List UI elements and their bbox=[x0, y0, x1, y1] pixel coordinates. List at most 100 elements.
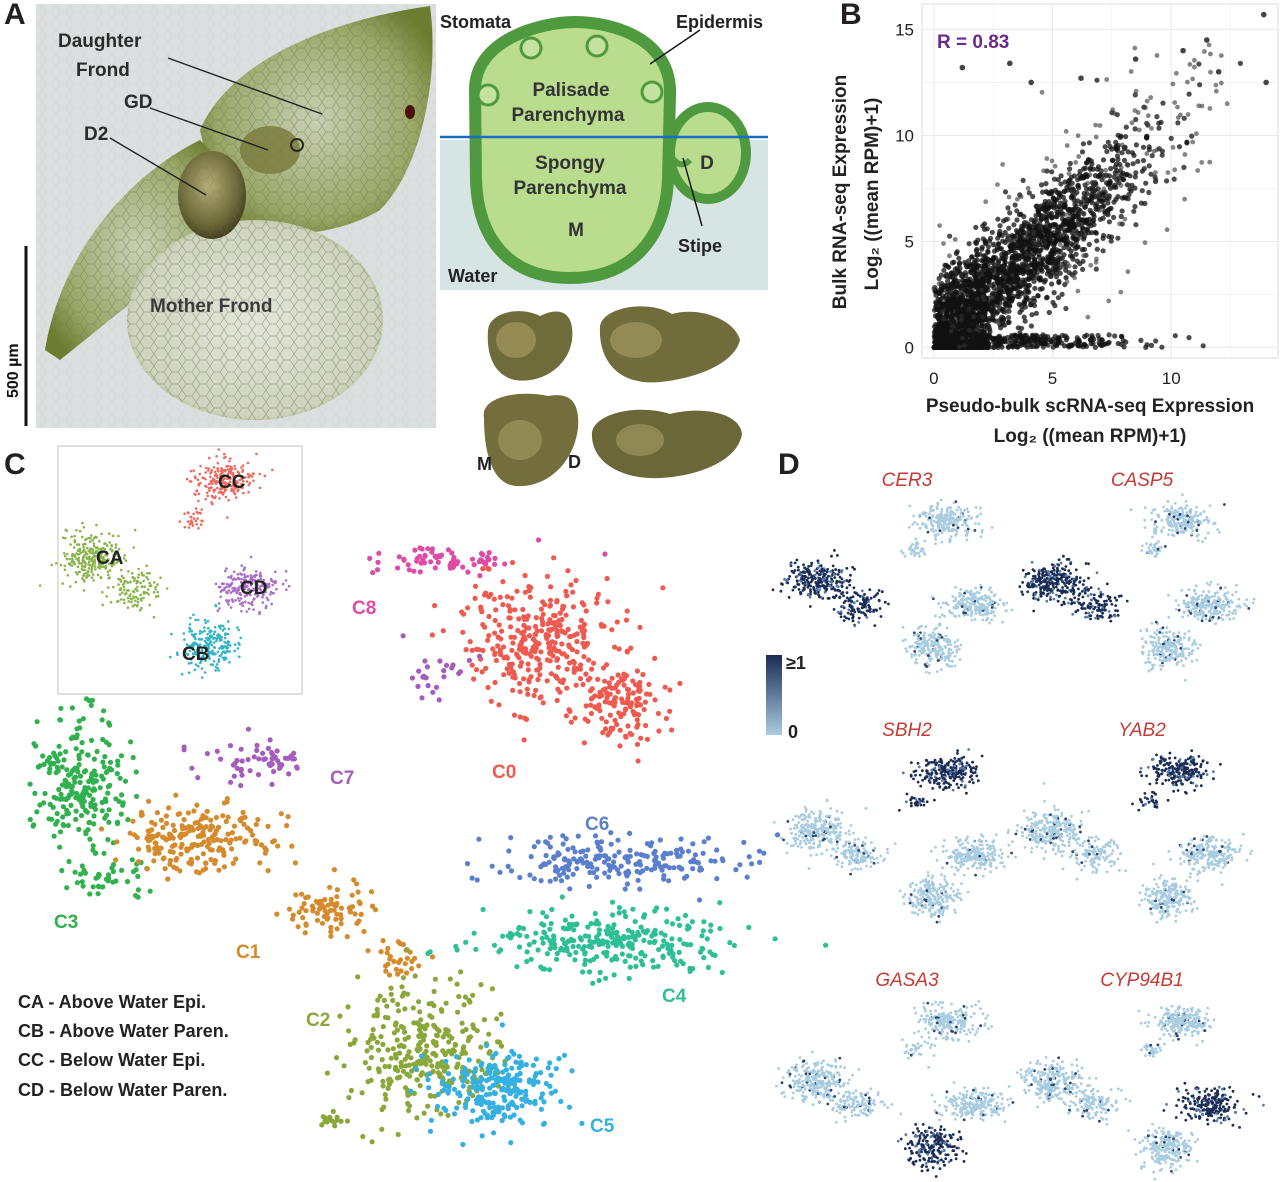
umap-cell-c0 bbox=[504, 594, 510, 600]
umap-cell bbox=[258, 610, 262, 614]
b-point bbox=[1053, 274, 1059, 280]
umap-cell-c0 bbox=[556, 648, 562, 654]
b-point bbox=[980, 236, 986, 242]
umap-cell-c0 bbox=[520, 606, 526, 613]
b-point bbox=[1006, 238, 1012, 244]
b-point bbox=[1112, 182, 1118, 188]
umap-cell-c3 bbox=[65, 822, 71, 829]
b-point bbox=[1086, 157, 1092, 163]
b-point bbox=[1048, 200, 1054, 206]
b-point bbox=[1143, 105, 1148, 111]
umap-cell-c0 bbox=[459, 609, 465, 615]
b-point bbox=[1142, 240, 1148, 246]
b-point bbox=[974, 327, 980, 333]
umap-cell-c1 bbox=[167, 857, 173, 864]
b-point bbox=[1019, 336, 1025, 342]
b-point bbox=[991, 335, 997, 341]
b-point bbox=[1132, 108, 1138, 113]
umap-cell-c3 bbox=[66, 858, 72, 865]
umap-cell-c0 bbox=[525, 691, 531, 697]
umap-cell bbox=[218, 497, 221, 500]
umap-cell bbox=[258, 486, 262, 490]
b-point bbox=[1128, 69, 1134, 74]
b-point bbox=[1061, 343, 1068, 349]
b-point bbox=[1160, 100, 1166, 106]
b-point bbox=[1042, 341, 1049, 347]
umap-cell bbox=[209, 629, 212, 632]
umap-cell bbox=[210, 643, 214, 647]
b-point bbox=[1057, 251, 1062, 257]
umap-cell bbox=[224, 495, 228, 499]
umap-cell bbox=[148, 571, 151, 575]
b-xtick-label: 5 bbox=[1048, 369, 1057, 388]
umap-cell-c7 bbox=[274, 748, 280, 754]
umap-cell-c8 bbox=[486, 557, 492, 563]
umap-cell bbox=[214, 652, 217, 656]
umap-cell bbox=[82, 545, 85, 549]
b-point bbox=[963, 262, 969, 268]
umap-cell bbox=[221, 629, 225, 632]
umap-cell-c3 bbox=[79, 749, 85, 755]
umap-cell-c8 bbox=[492, 555, 498, 562]
b-point bbox=[1182, 152, 1188, 157]
b-point bbox=[1097, 208, 1103, 213]
b-point bbox=[950, 323, 955, 329]
umap-cell-c0 bbox=[667, 687, 673, 693]
umap-cell-c0 bbox=[555, 664, 561, 670]
umap-cell-c3 bbox=[115, 762, 121, 768]
umap-cell-c3 bbox=[72, 735, 78, 741]
umap-cell-c0 bbox=[526, 633, 533, 639]
b-point bbox=[1148, 342, 1155, 348]
umap-cell-c0 bbox=[604, 575, 610, 582]
umap-cell bbox=[85, 546, 89, 550]
b-point bbox=[1084, 226, 1091, 232]
umap-cell bbox=[105, 595, 109, 598]
b-point bbox=[941, 316, 946, 322]
b-point bbox=[1112, 333, 1118, 339]
b-point bbox=[1125, 149, 1131, 155]
umap-cell bbox=[285, 588, 288, 591]
b-point bbox=[1175, 104, 1180, 110]
umap-cell-c0 bbox=[500, 579, 506, 585]
b-point bbox=[997, 284, 1002, 290]
umap-cell-c3 bbox=[119, 792, 125, 798]
umap-cell bbox=[148, 581, 151, 585]
b-point bbox=[1062, 333, 1068, 339]
b-point bbox=[995, 299, 1001, 305]
umap-cell-c3 bbox=[76, 718, 82, 724]
b-point bbox=[1190, 139, 1196, 145]
umap-cell bbox=[75, 528, 78, 532]
b-point bbox=[1135, 158, 1141, 164]
umap-cell bbox=[193, 668, 197, 672]
umap-cell-c0 bbox=[637, 624, 643, 630]
umap-cell-c0 bbox=[559, 616, 565, 623]
umap-cell-c0 bbox=[589, 695, 595, 701]
umap-cell-c3 bbox=[133, 769, 139, 775]
umap-cell bbox=[83, 580, 86, 583]
b-point bbox=[965, 312, 971, 318]
umap-cell bbox=[90, 534, 93, 537]
umap-cell bbox=[73, 562, 77, 566]
umap-cell bbox=[240, 466, 243, 469]
umap-cell bbox=[215, 663, 219, 666]
umap-cell bbox=[87, 560, 91, 564]
umap-cell-c3 bbox=[77, 773, 84, 779]
umap-cell-c3 bbox=[90, 847, 96, 853]
umap-cell-c1 bbox=[136, 859, 142, 865]
umap-cell bbox=[165, 587, 169, 590]
umap-cell-c3 bbox=[100, 759, 106, 765]
umap-cell bbox=[124, 559, 128, 563]
umap-cell bbox=[192, 512, 195, 516]
umap-cell-c3 bbox=[77, 793, 83, 799]
umap-cell bbox=[284, 570, 288, 573]
umap-cell-c3 bbox=[94, 748, 100, 755]
umap-cell bbox=[98, 539, 101, 543]
umap-cell-c0 bbox=[505, 603, 512, 609]
b-point bbox=[1063, 129, 1069, 134]
umap-cell bbox=[119, 568, 123, 572]
b-point bbox=[995, 309, 1001, 315]
umap-cell bbox=[117, 577, 120, 581]
umap-cell bbox=[267, 582, 271, 586]
umap-cell-c0 bbox=[609, 675, 615, 681]
